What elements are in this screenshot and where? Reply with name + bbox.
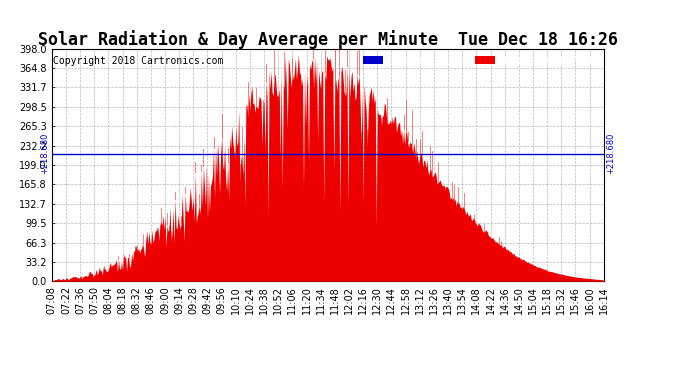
Text: Copyright 2018 Cartronics.com: Copyright 2018 Cartronics.com	[53, 56, 224, 66]
Title: Solar Radiation & Day Average per Minute  Tue Dec 18 16:26: Solar Radiation & Day Average per Minute…	[38, 30, 618, 49]
Text: +218.680: +218.680	[607, 133, 615, 174]
Legend: Median (w/m2), Radiation (w/m2): Median (w/m2), Radiation (w/m2)	[362, 54, 599, 68]
Text: +218.680: +218.680	[40, 133, 49, 174]
